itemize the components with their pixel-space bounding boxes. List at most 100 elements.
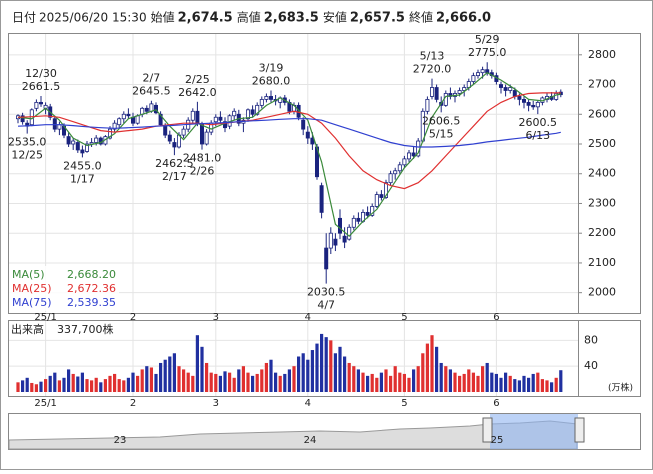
- volume-bar: [356, 369, 360, 392]
- volume-bar: [57, 380, 61, 392]
- candle-body: [66, 136, 71, 145]
- navigator-label: 25: [491, 435, 504, 446]
- candle-body: [526, 101, 531, 106]
- volume-bar: [361, 372, 365, 392]
- volume-bar: [218, 375, 222, 392]
- candle-body: [337, 217, 342, 234]
- volume-bar: [550, 382, 554, 392]
- candle-body: [498, 84, 503, 88]
- volume-bar: [324, 337, 328, 392]
- candle-body: [121, 113, 126, 120]
- volume-bar: [338, 346, 342, 392]
- volume-bar: [416, 366, 420, 392]
- volume-bar: [352, 366, 356, 392]
- volume-bar: [297, 356, 301, 392]
- price-panel: [8, 33, 641, 314]
- candle-body: [434, 87, 439, 100]
- volume-bar: [71, 373, 75, 392]
- annotation-value: 2481.0: [183, 152, 222, 165]
- header-label: 安値: [323, 10, 347, 25]
- header-value: 2025/06/20 15:30: [39, 11, 147, 25]
- volume-bar: [39, 381, 43, 392]
- volume-bar: [333, 353, 337, 392]
- annotation-value: 2680.0: [252, 74, 291, 87]
- candle-body: [94, 137, 99, 143]
- volume-bar: [458, 375, 462, 392]
- candle-body: [333, 238, 338, 246]
- volume-bar: [200, 346, 204, 392]
- volume-bar: [186, 372, 190, 392]
- candle-body: [199, 124, 204, 145]
- annotation-date: 5/29: [475, 33, 500, 46]
- volume-bar: [301, 353, 305, 392]
- volume-bar: [402, 373, 406, 392]
- candle-body: [406, 152, 411, 160]
- navigator-window[interactable]: [490, 414, 578, 449]
- volume-bar: [205, 362, 209, 392]
- candle-body: [365, 211, 370, 216]
- legend-name: MA(5): [12, 268, 45, 281]
- candle-body: [163, 125, 168, 136]
- candle-body: [305, 131, 310, 139]
- candle-body: [167, 134, 172, 142]
- volume-bar: [177, 366, 181, 392]
- volume-bar: [80, 372, 84, 392]
- candle-body: [85, 143, 90, 152]
- annotation-date: 3/19: [259, 61, 284, 74]
- candle-body: [351, 217, 356, 228]
- y-tick-label: 2100: [588, 256, 616, 269]
- y-tick-label: 2400: [588, 167, 616, 180]
- volume-bar: [223, 371, 227, 392]
- ma-line: [17, 71, 561, 238]
- candle-body: [508, 87, 513, 91]
- navigator-handle[interactable]: [574, 417, 585, 443]
- y-tick-label: 2000: [588, 286, 616, 299]
- candle-body: [429, 87, 434, 97]
- volume-bar: [159, 362, 163, 392]
- candle-body: [370, 206, 375, 216]
- volume-bar: [329, 340, 333, 392]
- navigator-handle[interactable]: [482, 417, 493, 443]
- candle-body: [517, 96, 522, 100]
- volume-bar: [44, 379, 48, 392]
- candle-body: [462, 87, 467, 91]
- volume-bar: [21, 380, 25, 392]
- candle-body: [108, 128, 113, 139]
- navigator-label: 23: [114, 435, 127, 446]
- volume-bar: [407, 377, 411, 392]
- annotation-value: 2720.0: [413, 63, 452, 76]
- volume-bar: [554, 377, 558, 392]
- x-tick-label: 3: [213, 398, 219, 409]
- volume-bar: [453, 372, 457, 392]
- volume-bar: [370, 373, 374, 392]
- header-value: 2,666.0: [436, 11, 491, 26]
- volume-bar: [228, 372, 232, 392]
- volume-bar: [122, 380, 126, 392]
- volume-bar: [108, 375, 112, 392]
- volume-bar: [485, 362, 489, 392]
- volume-bar: [251, 375, 255, 392]
- volume-bar: [237, 369, 241, 392]
- candle-body: [319, 185, 324, 213]
- candle-body: [20, 115, 25, 123]
- candle-body: [218, 116, 223, 121]
- candle-body: [204, 131, 209, 145]
- candle-body: [135, 115, 140, 124]
- candle-body: [324, 247, 329, 270]
- volume-bar: [154, 373, 158, 392]
- header-value: 2,683.5: [264, 11, 319, 26]
- volume-bar: [287, 369, 291, 392]
- volume-bar: [264, 362, 268, 392]
- volume-bar: [260, 369, 264, 392]
- annotation-date: 5/15: [429, 127, 454, 140]
- volume-bar: [191, 375, 195, 392]
- volume-bar: [149, 367, 153, 392]
- volume-bar: [467, 369, 471, 392]
- annotation-date: 12/30: [25, 67, 57, 80]
- y-tick-label: 2500: [588, 137, 616, 150]
- legend-value: 2,539.35: [67, 296, 116, 309]
- x-tick-label: 6: [493, 398, 499, 409]
- candle-body: [190, 110, 195, 121]
- annotation-value: 2455.0: [63, 159, 102, 172]
- candle-body: [39, 101, 44, 105]
